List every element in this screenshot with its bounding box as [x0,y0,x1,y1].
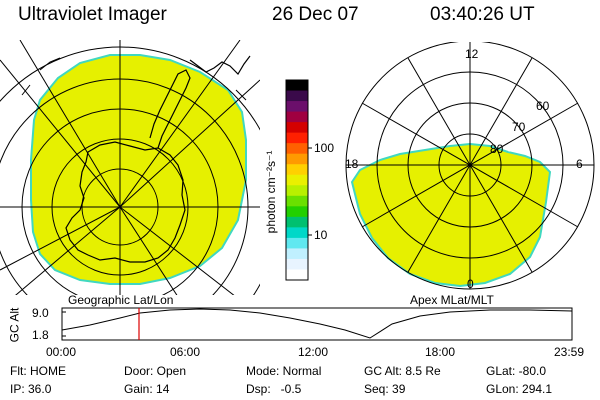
seq-value: Seq: 39 [364,382,406,396]
colorbar-swatch [286,122,308,134]
observation-date: 26 Dec 07 [272,4,359,25]
colorbar-swatch [286,174,308,186]
colorbar-swatch [286,248,308,260]
mlt-label-18: 18 [345,157,359,171]
glat-value: GLat: -80.0 [486,364,547,378]
timeline-xtick-0000: 00:00 [46,345,77,359]
colorbar-swatch [286,132,308,144]
colorbar-swatch [286,258,308,270]
colorbar-swatch [286,164,308,176]
colorbar-swatch [286,216,308,228]
dsp-value: Dsp: -0.5 [246,382,302,396]
mode-value: Mode: Normal [246,364,322,378]
colorbar-swatch [286,195,308,207]
geo-panel-label: Geographic Lat/Lon [68,293,174,307]
south-america-coastline [189,55,251,75]
mlt-label-6: 6 [576,157,583,171]
mlat-label-70: 70 [512,120,526,134]
flight-mode: Flt: HOME [10,364,66,378]
colorbar-tick-100: 100 [314,141,335,155]
geo-aurora-image [30,54,247,285]
colorbar-swatch [286,80,308,92]
glon-value: GLon: 294.1 [486,382,553,396]
mlat-label-80: 80 [490,142,504,156]
peninsula-coastline [149,69,191,149]
colorbar-swatch [286,237,308,249]
colorbar-swatch [286,153,308,165]
antarctica-coastline [65,141,186,263]
colorbar-swatch [286,269,308,281]
timeline-ylabel: GC Alt [7,307,22,343]
gain-value: Gain: 14 [124,382,170,396]
magnetic-polar-plot: 12 18 6 0 60 70 80 [345,42,595,291]
colorbar-swatch [286,111,308,123]
colorbar-tick-10: 10 [314,228,328,242]
timeline-xtick-1800: 18:00 [425,345,456,359]
colorbar-swatch [286,143,308,155]
gc-alt-value: GC Alt: 8.5 Re [364,364,441,378]
door-status: Door: Open [124,364,187,378]
colorbar-swatch [286,90,308,102]
timeline-ymax: 9.0 [32,306,49,320]
timeline-xtick-2359: 23:59 [554,345,585,359]
timeline-ymin: 1.8 [32,328,49,342]
coast-fragment [21,57,247,101]
mlat-label-60: 60 [536,99,550,113]
ip-value: IP: 36.0 [10,382,52,396]
colorbar-unit-label: photon cm⁻²s⁻¹ [264,150,278,234]
colorbar [285,79,312,281]
timeline-xtick-0600: 06:00 [170,345,201,359]
gc-altitude-timeline [61,307,573,341]
mlt-label-12: 12 [465,47,479,61]
mlt-label-0: 0 [467,277,474,291]
instrument-title: Ultraviolet Imager [18,4,167,25]
colorbar-swatch [286,101,308,113]
timeline-xtick-1200: 12:00 [298,345,329,359]
colorbar-swatch [286,206,308,218]
gc-altitude-curve [61,308,573,339]
colorbar-swatch [286,227,308,239]
colorbar-swatch [286,185,308,197]
observation-time: 03:40:26 UT [430,4,535,25]
geographic-map [0,40,260,295]
mag-panel-label: Apex MLat/MLT [410,293,494,307]
